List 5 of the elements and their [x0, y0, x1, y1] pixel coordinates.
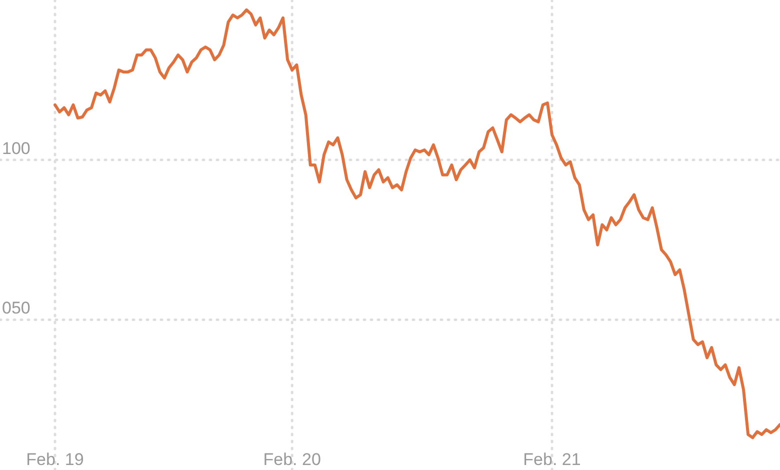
x-tick-label: Feb. 19	[26, 450, 84, 469]
x-tick-label: Feb. 21	[523, 450, 581, 469]
y-tick-label: 050	[2, 298, 30, 318]
x-tick-label: Feb. 20	[263, 450, 321, 469]
y-tick-label: 100	[2, 138, 30, 158]
